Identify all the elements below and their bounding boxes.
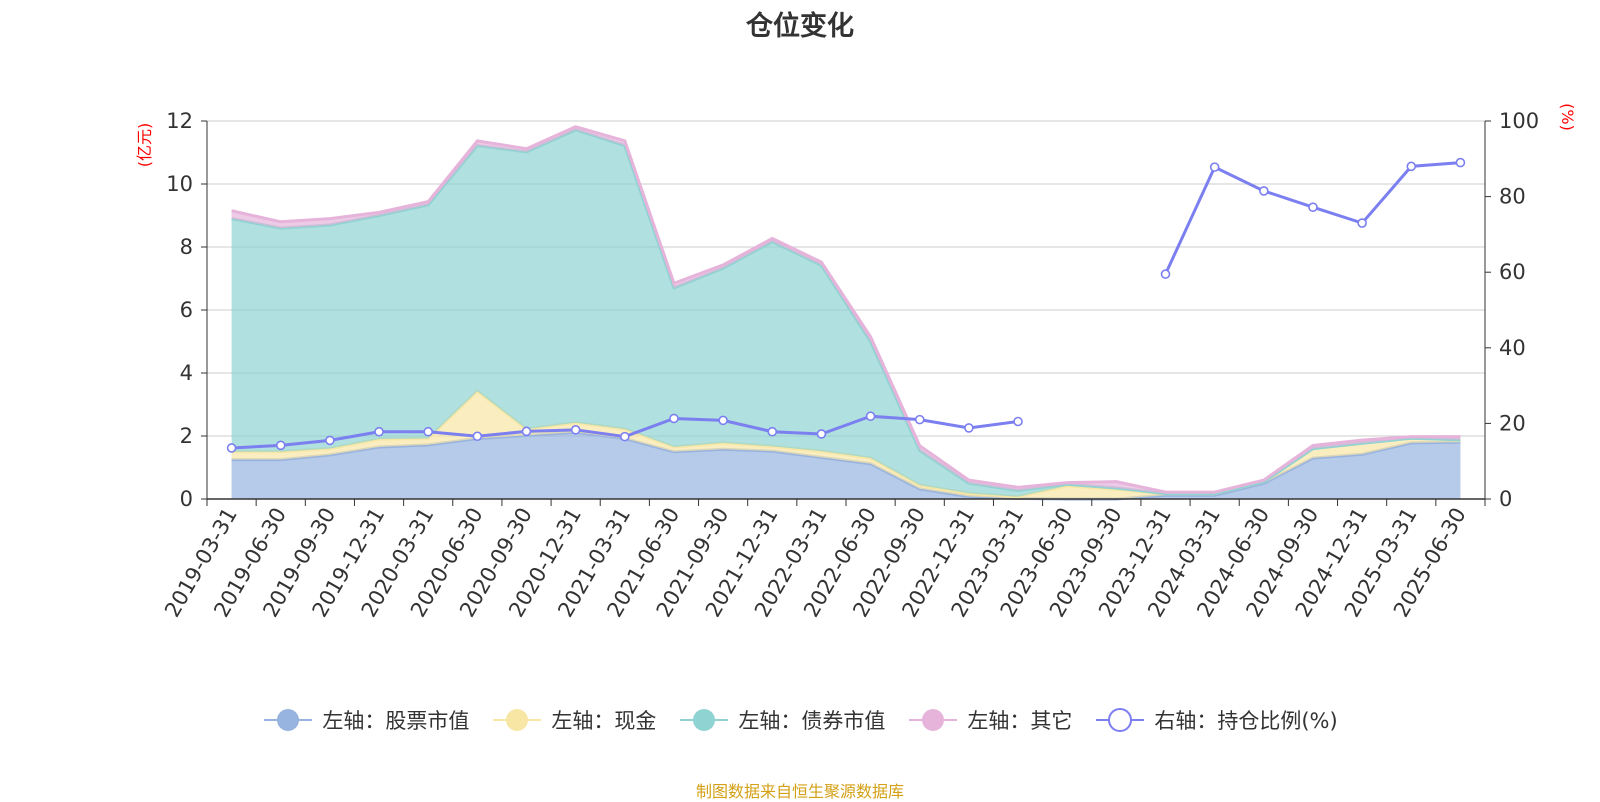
line-layer (226, 157, 1466, 453)
right-axis-tick-label: 40 (1499, 336, 1526, 360)
ratio-point (767, 426, 778, 437)
legend-marker-icon (1096, 708, 1145, 732)
legend-marker-icon (909, 709, 958, 731)
ratio-point (1308, 202, 1318, 212)
legend-marker-icon (493, 709, 542, 731)
right-axis-unit: (%) (1558, 103, 1577, 131)
left-axis-unit: (亿元) (135, 123, 154, 168)
legend-item[interactable]: 左轴：债券市值 (678, 705, 885, 735)
legend-item[interactable]: 左轴：现金 (491, 705, 656, 735)
legend-label: 左轴：其它 (967, 709, 1073, 733)
legend: 左轴：股票市值 左轴：现金 左轴：债券市值 左轴：其它 右轴：持仓比例(%) (0, 705, 1600, 735)
right-axis-tick-label: 100 (1499, 109, 1539, 133)
ratio-point (816, 429, 827, 439)
legend-item[interactable]: 左轴：股票市值 (262, 705, 469, 735)
left-axis-tick-label: 2 (180, 424, 193, 448)
ratio-point (914, 414, 925, 425)
chart-title: 仓位变化 (746, 11, 854, 42)
right-axis-tick-label: 80 (1499, 185, 1526, 209)
left-axis-tick-label: 6 (180, 298, 193, 322)
left-axis-tick-label: 12 (166, 109, 193, 133)
ratio-point (1455, 157, 1466, 168)
ratio-line (1164, 161, 1461, 275)
legend-marker-icon (680, 709, 729, 731)
ratio-point (423, 426, 433, 437)
ratio-point (1357, 218, 1367, 228)
ratio-point (718, 415, 728, 426)
ratio-point (374, 426, 384, 437)
ratio-point (1259, 186, 1269, 196)
ratio-point (1406, 161, 1417, 172)
other-area-edge (231, 125, 1461, 494)
ratio-point (1160, 269, 1171, 279)
left-axis-tick-label: 10 (166, 172, 193, 196)
area-layer (231, 125, 1461, 501)
ratio-point (570, 425, 581, 435)
ratio-point (669, 413, 679, 424)
left-axis-tick-label: 0 (180, 487, 193, 511)
bond-area (231, 129, 1461, 497)
ratio-point (325, 435, 335, 446)
legend-label: 左轴：股票市值 (322, 709, 470, 733)
legend-label: 右轴：持仓比例(%) (1154, 709, 1338, 733)
ratio-point (521, 426, 532, 437)
left-axis-tick-label: 8 (180, 235, 193, 259)
ratio-point (472, 431, 483, 442)
legend-label: 左轴：现金 (551, 709, 657, 733)
legend-item[interactable]: 左轴：其它 (907, 705, 1072, 735)
right-axis-tick-label: 20 (1499, 411, 1526, 435)
legend-marker-icon (264, 709, 313, 731)
legend-label: 左轴：债券市值 (738, 709, 886, 733)
ratio-point (620, 431, 630, 442)
ratio-point (275, 440, 286, 451)
ratio-point (226, 443, 237, 453)
legend-item[interactable]: 右轴：持仓比例(%) (1094, 705, 1338, 735)
ratio-point (1013, 416, 1023, 427)
left-axis-tick-label: 4 (180, 361, 193, 385)
ratio-point (964, 423, 974, 433)
right-axis-tick-label: 60 (1499, 260, 1526, 284)
source-note: 制图数据来自恒生聚源数据库 (695, 782, 904, 801)
stock-area (231, 432, 1461, 499)
ratio-point (865, 411, 876, 422)
ratio-point (1209, 162, 1220, 172)
right-axis-tick-label: 0 (1499, 487, 1512, 511)
